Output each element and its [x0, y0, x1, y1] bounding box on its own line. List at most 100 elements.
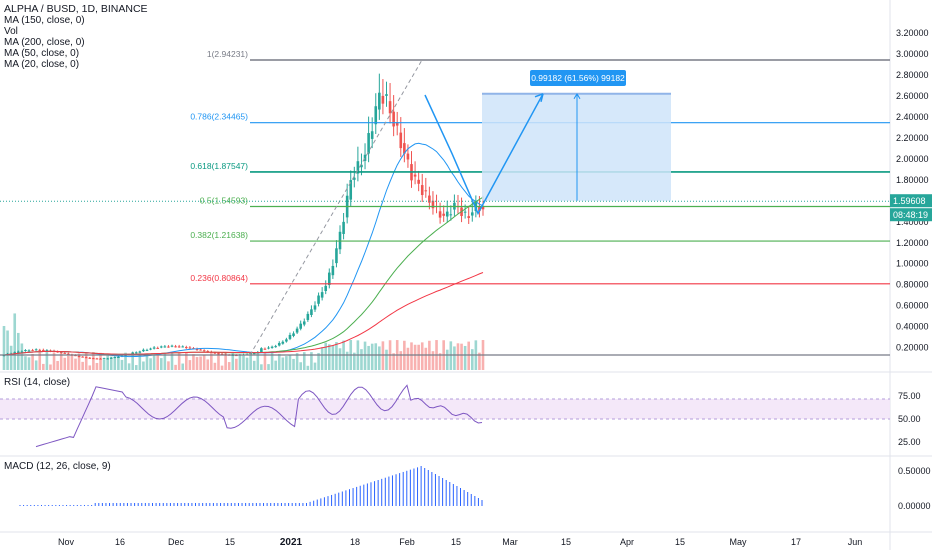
volume-bar: [134, 365, 138, 370]
candle-body: [131, 352, 134, 355]
price-tick-label: 2.80000: [896, 70, 929, 80]
candle-body: [320, 292, 324, 298]
candle-body: [163, 346, 167, 348]
volume-bar: [117, 354, 120, 370]
volume-bar: [270, 352, 274, 370]
candle-body: [88, 357, 92, 359]
candle-body: [77, 355, 81, 357]
volume-bar: [320, 347, 324, 370]
volume-bar: [27, 357, 31, 370]
volume-bar: [224, 352, 227, 370]
indicator-ma150[interactable]: MA (150, close, 0): [4, 15, 85, 26]
candle-body: [285, 339, 288, 342]
rsi-tick-label: 25.00: [898, 437, 921, 447]
candle-body: [74, 355, 77, 357]
volume-bar: [367, 345, 370, 370]
candle-body: [306, 313, 310, 320]
candle-body: [288, 334, 292, 339]
candle-body: [406, 153, 410, 160]
time-tick-label: 15: [561, 537, 571, 547]
candle-body: [152, 347, 156, 349]
volume-bar: [463, 345, 467, 370]
fib-level-label: 0.786(2.34465): [190, 112, 248, 122]
indicator-ma200[interactable]: MA (200, close, 0): [4, 37, 85, 48]
volume-bar: [6, 330, 9, 370]
volume-bar: [156, 355, 160, 370]
candle-body: [206, 351, 210, 353]
candle-body: [327, 272, 331, 286]
candle-body: [399, 132, 403, 149]
fib-level-label: 0.236(0.80864): [190, 273, 248, 283]
volume-bar: [302, 352, 306, 370]
volume-bar: [16, 332, 20, 370]
candle-body: [263, 348, 267, 350]
volume-bar: [163, 353, 167, 370]
volume-bar: [381, 341, 385, 370]
volume-bar: [324, 342, 328, 370]
candle-body: [442, 213, 445, 216]
volume-bar: [360, 349, 363, 370]
volume-bar: [313, 362, 317, 370]
indicator-ma50[interactable]: MA (50, close, 0): [4, 48, 80, 59]
volume-bar: [202, 354, 206, 370]
candle-body: [45, 350, 49, 352]
price-tick-label: 0.40000: [896, 322, 929, 332]
time-tick-label: 17: [791, 537, 801, 547]
rsi-label[interactable]: RSI (14, close): [4, 377, 71, 388]
volume-bar: [113, 356, 117, 370]
volume-bar: [174, 364, 177, 370]
volume-bar: [378, 346, 381, 370]
price-tick-label: 1.20000: [896, 238, 929, 248]
volume-bar: [167, 361, 170, 370]
volume-bar: [31, 353, 34, 370]
candle-body: [388, 101, 392, 114]
candle-body: [113, 357, 117, 359]
volume-bar: [142, 361, 145, 370]
candle-body: [217, 353, 220, 355]
candle-body: [324, 285, 328, 292]
volume-bar: [242, 355, 245, 370]
volume-bar: [456, 343, 460, 370]
volume-bar: [109, 356, 113, 370]
symbol-title[interactable]: ALPHA / BUSD, 1D, BINANCE: [4, 3, 148, 15]
time-tick-label: May: [729, 537, 747, 547]
time-tick-label: Mar: [502, 537, 518, 547]
volume-bar: [399, 351, 403, 370]
fib-level-label: 1(2.94231): [207, 49, 248, 59]
price-tick-label: 0.20000: [896, 343, 929, 353]
candle-body: [167, 346, 170, 348]
candle-body: [92, 358, 95, 360]
candle-body: [331, 265, 335, 276]
candle-body: [138, 351, 142, 353]
volume-bar: [413, 344, 417, 370]
candle-body: [195, 348, 199, 351]
volume-bar: [131, 352, 134, 370]
price-tick-label: 2.20000: [896, 133, 929, 143]
volume-bar: [410, 342, 413, 370]
candle-body: [117, 356, 120, 358]
candle-body: [467, 216, 471, 218]
volume-bar: [120, 359, 124, 370]
fib-level-label: 0.5(1.54593): [200, 195, 248, 205]
candle-body: [188, 347, 192, 349]
indicator-ma20[interactable]: MA (20, close, 0): [4, 59, 80, 70]
volume-bar: [199, 356, 202, 370]
volume-bar: [353, 352, 356, 370]
candle-body: [63, 352, 67, 354]
projection-arrowhead: [534, 93, 544, 102]
time-tick-label: 15: [225, 537, 235, 547]
macd-label[interactable]: MACD (12, 26, close, 9): [4, 461, 111, 472]
volume-bar: [181, 363, 185, 370]
volume-bar: [370, 343, 374, 370]
candle-body: [292, 333, 295, 336]
volume-bar: [170, 352, 174, 370]
macd-tick-label: 0.50000: [898, 466, 931, 476]
indicator-vol[interactable]: Vol: [4, 26, 18, 37]
volume-bar: [235, 358, 238, 370]
countdown-bg: [890, 208, 932, 222]
candle-body: [463, 211, 467, 213]
candle-body: [27, 350, 31, 352]
candle-body: [277, 343, 281, 346]
fib-level-label: 0.382(1.21638): [190, 230, 248, 240]
